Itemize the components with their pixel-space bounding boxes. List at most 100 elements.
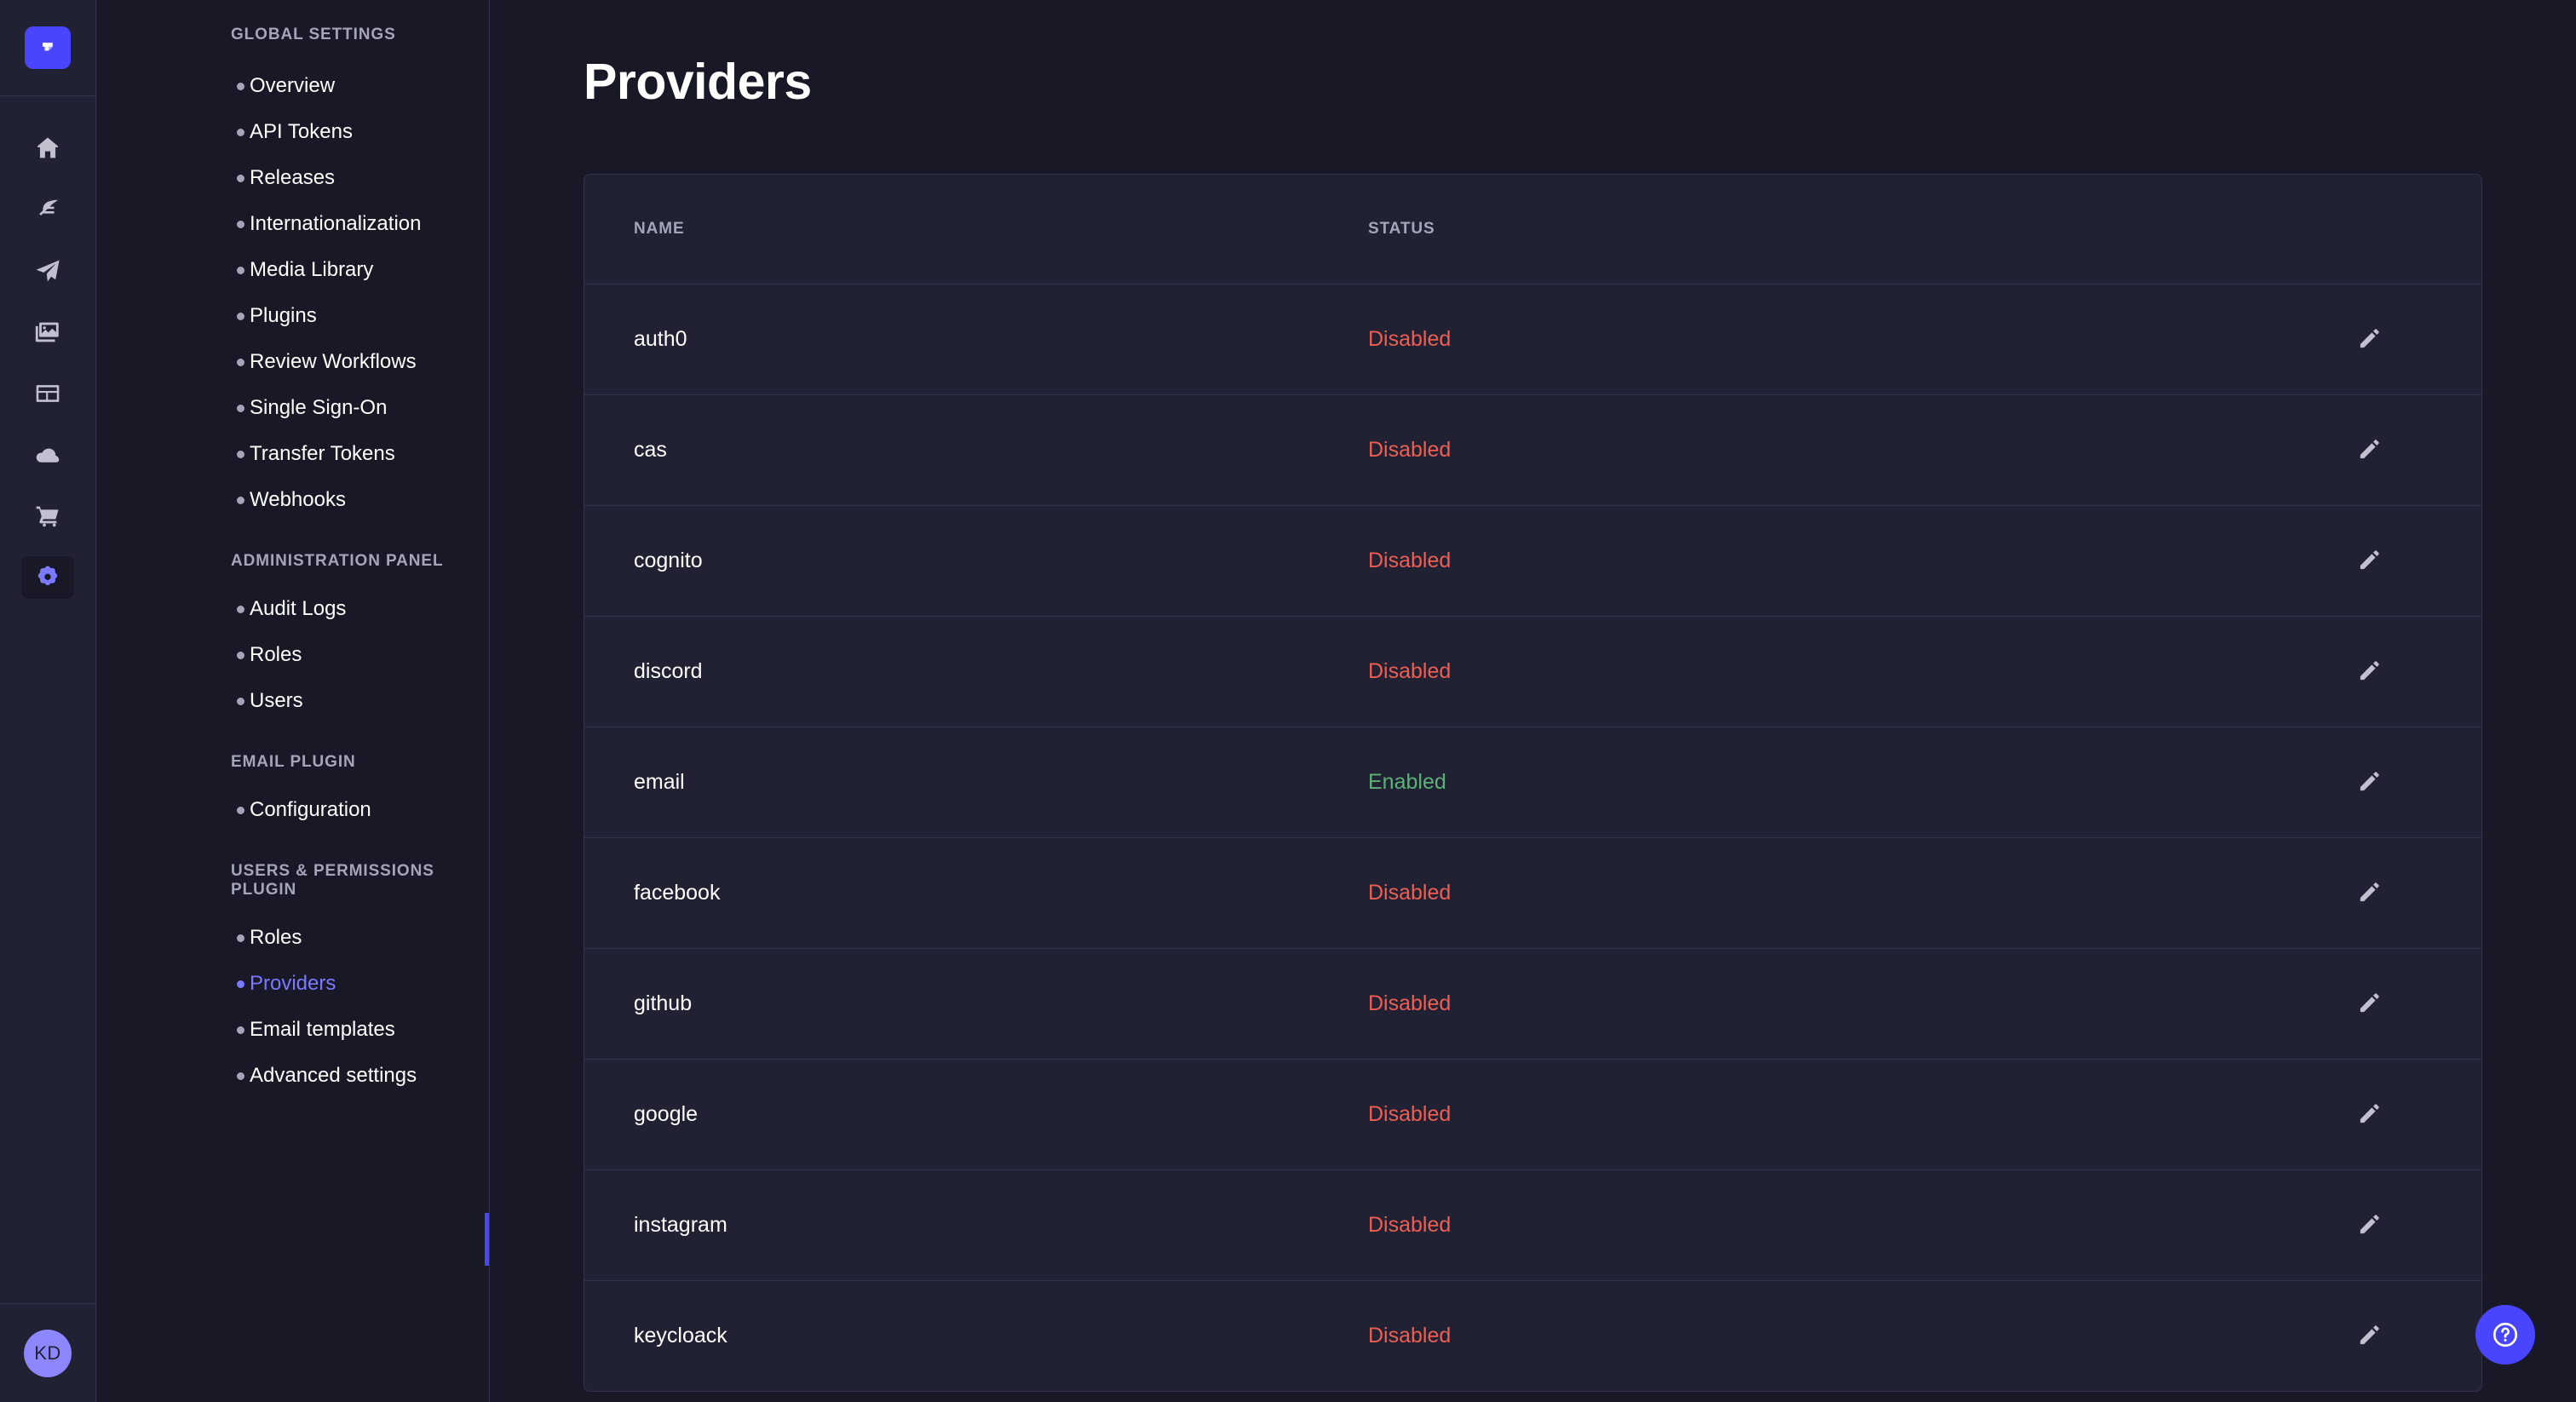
table-row[interactable]: facebook Disabled: [584, 837, 2481, 949]
status-badge: Disabled: [1368, 658, 1452, 683]
pencil-edit-icon: [2360, 1215, 2379, 1234]
avatar[interactable]: KD: [24, 1329, 72, 1377]
sidebar-item-label: Audit Logs: [250, 597, 347, 620]
table-row[interactable]: auth0 Disabled: [584, 284, 2481, 395]
table-row[interactable]: cognito Disabled: [584, 505, 2481, 617]
provider-name: keycloack: [634, 1323, 727, 1347]
sidebar-active-indicator: [485, 1213, 489, 1266]
edit-provider-button[interactable]: [2349, 1094, 2389, 1135]
rail-item-marketplace[interactable]: [21, 495, 74, 537]
bullet-icon: [237, 697, 244, 705]
bullet-icon: [237, 605, 244, 613]
sidebar-item-label: Email templates: [250, 1018, 395, 1041]
pencil-edit-icon: [2360, 661, 2379, 681]
sidebar-section-global-settings: GLOBAL SETTINGS Overview API Tokens Rele…: [96, 26, 489, 523]
rail-item-media-library[interactable]: [21, 311, 74, 353]
sidebar-item-audit-logs[interactable]: Audit Logs: [96, 586, 489, 632]
rail-item-content-manager[interactable]: [21, 188, 74, 231]
logo-area: [0, 0, 95, 96]
sidebar-item-api-tokens[interactable]: API Tokens: [96, 109, 489, 155]
sidebar-item-releases[interactable]: Releases: [96, 155, 489, 201]
edit-provider-button[interactable]: [2349, 319, 2389, 359]
sidebar-item-label: Media Library: [250, 258, 374, 281]
sidebar-section-label: ADMINISTRATION PANEL: [231, 552, 444, 570]
provider-name: auth0: [584, 284, 1368, 395]
sidebar-item-label: Webhooks: [250, 488, 346, 511]
pencil-edit-icon: [2360, 440, 2379, 459]
sidebar-item-providers[interactable]: Providers: [96, 961, 489, 1007]
rail-item-home[interactable]: [21, 127, 74, 170]
sidebar-item-email-templates[interactable]: Email templates: [96, 1007, 489, 1053]
sidebar-sections: GLOBAL SETTINGS Overview API Tokens Rele…: [96, 0, 489, 1099]
sidebar-item-configuration[interactable]: Configuration: [96, 787, 489, 833]
rail-item-pages[interactable]: [21, 372, 74, 415]
sidebar-section-administration-panel: ADMINISTRATION PANEL Audit Logs Roles Us…: [96, 552, 489, 724]
edit-provider-button[interactable]: [2349, 761, 2389, 802]
rail-item-settings[interactable]: [21, 556, 74, 599]
sidebar-item-label: Transfer Tokens: [250, 442, 395, 465]
table-header-row: NAME STATUS: [584, 175, 2481, 284]
bullet-icon: [237, 82, 244, 90]
sidebar-section-label: USERS & PERMISSIONS PLUGIN: [231, 862, 434, 899]
provider-name: facebook: [584, 837, 1368, 949]
edit-provider-button[interactable]: [2349, 1204, 2389, 1245]
provider-name: github: [584, 948, 1368, 1060]
sidebar-item-plugins[interactable]: Plugins: [96, 293, 489, 339]
sidebar-item-label: Roles: [250, 643, 302, 666]
status-badge: Disabled: [1368, 991, 1452, 1015]
provider-name: cognito: [584, 505, 1368, 617]
sidebar-item-single-sign-on[interactable]: Single Sign-On: [96, 385, 489, 431]
sidebar-item-label: Roles: [250, 926, 302, 949]
rail-item-content-type-builder[interactable]: [21, 250, 74, 292]
status-badge: Disabled: [1368, 1101, 1452, 1126]
table-row[interactable]: discord Disabled: [584, 616, 2481, 727]
bullet-icon: [237, 450, 244, 458]
bullet-icon: [237, 1072, 244, 1080]
edit-provider-button[interactable]: [2349, 540, 2389, 581]
sidebar-section-users-permissions-plugin: USERS & PERMISSIONS PLUGIN Roles Provide…: [96, 862, 489, 1099]
sidebar-section-email-plugin: EMAIL PLUGIN Configuration: [96, 753, 489, 833]
provider-name: google: [584, 1059, 1368, 1170]
table-row[interactable]: instagram Disabled: [584, 1169, 2481, 1281]
rail-bottom-area: KD: [0, 1303, 95, 1402]
sidebar-item-label: Overview: [250, 74, 336, 97]
bullet-icon: [237, 358, 244, 366]
help-button[interactable]: [2475, 1305, 2535, 1365]
sidebar-item-label: Advanced settings: [250, 1064, 417, 1087]
sidebar-item-review-workflows[interactable]: Review Workflows: [96, 339, 489, 385]
sidebar-item-label: Providers: [250, 972, 336, 995]
sidebar-item-media-library[interactable]: Media Library: [96, 247, 489, 293]
bullet-icon: [237, 404, 244, 412]
sidebar-item-overview[interactable]: Overview: [96, 63, 489, 109]
table-row[interactable]: github Disabled: [584, 948, 2481, 1060]
bullet-icon: [237, 980, 244, 988]
edit-provider-button[interactable]: [2349, 651, 2389, 692]
edit-provider-button[interactable]: [2349, 872, 2389, 913]
edit-provider-button[interactable]: [2349, 983, 2389, 1024]
provider-name: discord: [584, 616, 1368, 727]
edit-provider-button[interactable]: [2349, 1315, 2389, 1356]
sidebar-item-label: Review Workflows: [250, 350, 417, 373]
table-head: NAME STATUS: [584, 175, 2481, 284]
sidebar-item-up-roles[interactable]: Roles: [96, 915, 489, 961]
table-row[interactable]: keycloack Disabled: [584, 1280, 2481, 1391]
rail-item-cloud[interactable]: [21, 434, 74, 476]
pencil-edit-icon: [2360, 550, 2379, 570]
table-row[interactable]: cas Disabled: [584, 394, 2481, 506]
sidebar-item-transfer-tokens[interactable]: Transfer Tokens: [96, 431, 489, 477]
pencil-edit-icon: [2360, 882, 2379, 902]
pencil-edit-icon: [2360, 1325, 2379, 1345]
bullet-icon: [237, 174, 244, 182]
sidebar-item-advanced-settings[interactable]: Advanced settings: [96, 1053, 489, 1099]
sidebar-item-webhooks[interactable]: Webhooks: [96, 477, 489, 523]
table-row[interactable]: google Disabled: [584, 1059, 2481, 1170]
sidebar-item-admin-users[interactable]: Users: [96, 678, 489, 724]
sidebar-item-admin-roles[interactable]: Roles: [96, 632, 489, 678]
sidebar-item-label: API Tokens: [250, 120, 353, 143]
providers-table: NAME STATUS auth0 Disabled cas Disabled: [584, 175, 2481, 1391]
strapi-logo-icon[interactable]: [25, 26, 71, 69]
table-row[interactable]: email Enabled: [584, 727, 2481, 838]
edit-provider-button[interactable]: [2349, 429, 2389, 470]
sidebar-item-internationalization[interactable]: Internationalization: [96, 201, 489, 247]
